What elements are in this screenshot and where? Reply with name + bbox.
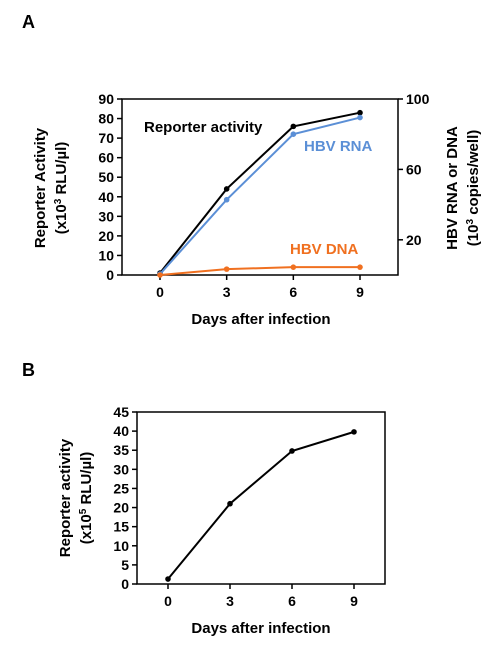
chart-a-data-point <box>223 186 230 192</box>
chart-a-data-point <box>357 264 363 270</box>
chart-a-ytick-label: 90 <box>98 91 114 107</box>
chart-a-data-point <box>223 266 230 272</box>
chart-a-ytick-label: 0 <box>106 267 114 283</box>
chart-b-ytick-label: 20 <box>113 500 129 516</box>
chart-a-y2tick-label: 20 <box>406 232 422 248</box>
chart-a-ytick-label: 60 <box>98 150 114 166</box>
chart-b-data-point <box>289 448 295 454</box>
chart-a-xtick-label: 0 <box>156 284 164 300</box>
chart-b-data-point <box>227 500 233 507</box>
chart-b-xlabel: Days after infection <box>191 620 330 637</box>
chart-a-series-label-hbv-dna: HBV DNA <box>290 241 359 258</box>
chart-a-ylabel-line1: Reporter Activity <box>32 127 49 248</box>
chart-b-ylabel-line1: Reporter activity <box>57 438 74 557</box>
chart-a-series-line-0 <box>159 111 361 274</box>
chart-a-y2tick-label: 100 <box>406 91 430 107</box>
chart-b-xtick-label: 9 <box>350 593 358 609</box>
chart-b-xtick-label: 3 <box>226 593 234 609</box>
chart-b-data-point <box>165 576 171 582</box>
chart-b-frame <box>136 411 386 585</box>
chart-a-xtick-label: 6 <box>289 284 297 300</box>
chart-a-ytick-label: 70 <box>98 130 114 146</box>
chart-a-ytick-label: 10 <box>98 247 114 263</box>
chart-a-ytick-label: 30 <box>98 208 114 224</box>
chart-b-ytick-label: 10 <box>113 538 129 554</box>
chart-b-ytick-label: 40 <box>113 423 129 439</box>
chart-a-xtick-label: 9 <box>356 284 364 300</box>
chart-a-ytick-label: 80 <box>98 111 114 127</box>
chart-a-y2tick-label: 60 <box>406 161 422 177</box>
chart-b-ytick-label: 5 <box>121 557 129 573</box>
chart-a-data-point <box>157 272 163 278</box>
chart-a-series-line-2 <box>159 266 360 276</box>
chart-b-ytick-label: 45 <box>113 404 129 420</box>
chart-a-y2label-line1: HBV RNA or DNA <box>444 126 461 250</box>
chart-a-xtick-label: 3 <box>223 284 231 300</box>
chart-a-data-point <box>223 196 230 203</box>
chart-a-series-label-reporter: Reporter activity <box>144 119 263 136</box>
chart-b: Days after infection Reporter activity (… <box>57 404 386 637</box>
chart-b-ytick-label: 0 <box>121 576 129 592</box>
chart-a-ytick-label: 50 <box>98 169 114 185</box>
chart-a-ytick-label: 20 <box>98 228 114 244</box>
chart-a-ylabel-line2: (x103 RLU/µl) <box>53 142 70 235</box>
chart-a-xlabel: Days after infection <box>191 311 330 328</box>
panel-label-b: B <box>22 360 35 380</box>
chart-a-data-point <box>290 264 297 270</box>
chart-a-data-point <box>357 114 363 121</box>
chart-b-xtick-label: 0 <box>164 593 172 609</box>
chart-b-ytick-label: 30 <box>113 461 129 477</box>
chart-a-data-point <box>290 123 297 130</box>
chart-b-data-point <box>351 429 357 435</box>
chart-a-ytick-label: 40 <box>98 189 114 205</box>
chart-a-series-line-1 <box>159 116 361 275</box>
chart-b-ytick-label: 15 <box>113 519 129 535</box>
chart-a-series-label-hbv-rna: HBV RNA <box>304 138 373 155</box>
chart-a-y2label-line2: (103 copies/well) <box>465 130 482 246</box>
chart-a-frame <box>121 98 399 276</box>
chart-b-ylabel-line2: (x105 RLU/µl) <box>78 452 95 545</box>
panel-label-a: A <box>22 12 35 32</box>
chart-a-data-point <box>357 109 363 116</box>
chart-a-data-point <box>290 131 297 137</box>
chart-a: Days after infection Reporter Activity (… <box>32 91 482 328</box>
chart-b-ytick-label: 25 <box>113 480 129 496</box>
chart-b-xtick-label: 6 <box>288 593 296 609</box>
chart-b-ytick-label: 35 <box>113 442 129 458</box>
chart-b-series-line-0 <box>167 430 355 580</box>
